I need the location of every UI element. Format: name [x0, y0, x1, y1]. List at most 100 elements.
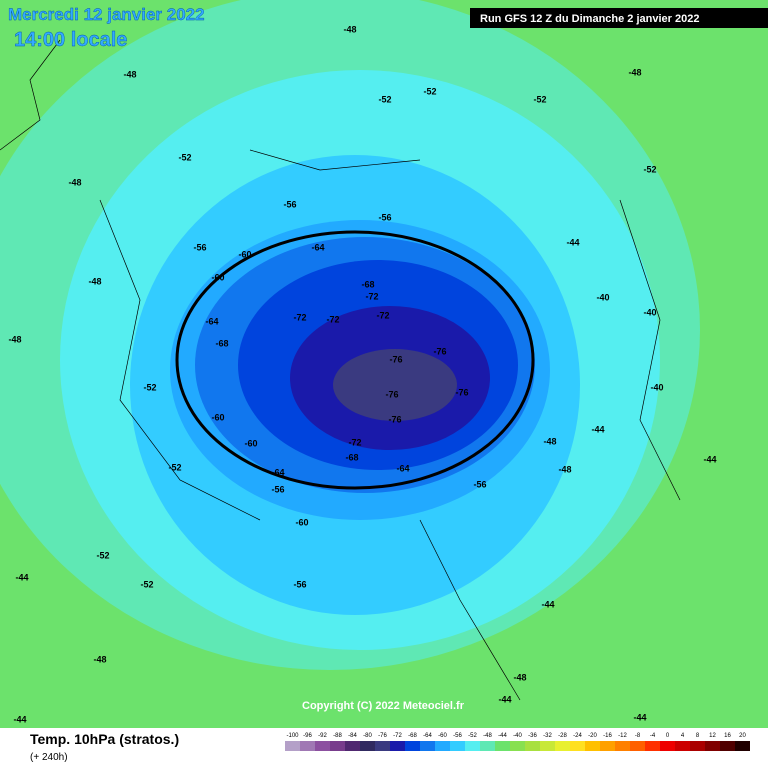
contour-label: -60	[295, 517, 308, 527]
scale-swatch	[600, 741, 615, 751]
contour-label: -44	[566, 237, 579, 247]
scale-label: -88	[333, 733, 342, 739]
band-76	[333, 349, 457, 421]
contour-label: -48	[543, 436, 556, 446]
color-scale: -100 -96 -92 -88 -84 -80 -76 -72 -68 -64 -60 -56 -52…	[285, 733, 750, 751]
contour-label: -64	[311, 242, 324, 252]
scale-swatch	[285, 741, 300, 751]
contour-label: -52	[96, 550, 109, 560]
scale-label: -20	[588, 733, 597, 739]
scale-swatch	[585, 741, 600, 751]
contour-label: -56	[378, 212, 391, 222]
contour-label: -48	[123, 69, 136, 79]
scale-swatch	[360, 741, 375, 751]
scale-label: -100	[286, 733, 299, 739]
scale-swatch	[375, 741, 390, 751]
contour-label: -76	[389, 354, 402, 364]
scale-swatch	[675, 741, 690, 751]
scale-label: 4	[681, 733, 685, 739]
scale-label: -48	[483, 733, 492, 739]
contour-label: -60	[211, 272, 224, 282]
scale-label: -96	[303, 733, 312, 739]
contour-label: -60	[244, 438, 257, 448]
scale-swatch	[315, 741, 330, 751]
contour-label: -72	[293, 312, 306, 322]
contour-label: -72	[348, 437, 361, 447]
scale-swatch	[705, 741, 720, 751]
contour-label: -48	[93, 654, 106, 664]
scale-label: -84	[348, 733, 357, 739]
contour-label: -40	[650, 382, 663, 392]
scale-swatch	[555, 741, 570, 751]
scale-swatch	[450, 741, 465, 751]
scale-swatch	[660, 741, 675, 751]
contour-label: -52	[643, 164, 656, 174]
contour-label: -44	[541, 599, 554, 609]
contour-label: -68	[215, 338, 228, 348]
scale-swatch	[405, 741, 420, 751]
contour-label: -40	[596, 292, 609, 302]
scale-swatch	[390, 741, 405, 751]
footer-lead: (+ 240h)	[30, 752, 68, 763]
contour-label: -52	[533, 94, 546, 104]
scale-swatch	[540, 741, 555, 751]
scale-label: -44	[498, 733, 507, 739]
contour-line	[175, 230, 535, 490]
contour-label: -56	[193, 242, 206, 252]
contour-label: -48	[343, 24, 356, 34]
scale-label: 0	[666, 733, 670, 739]
contour-label: -68	[361, 279, 374, 289]
scale-swatch	[645, 741, 660, 751]
contour-label: -44	[633, 712, 646, 722]
contour-label: -44	[13, 714, 26, 724]
scale-swatch	[480, 741, 495, 751]
scale-swatch	[435, 741, 450, 751]
scale-label: -40	[513, 733, 522, 739]
contour-label: -56	[473, 479, 486, 489]
scale-label: -56	[453, 733, 462, 739]
scale-label: -76	[378, 733, 387, 739]
contour-label: -76	[455, 387, 468, 397]
contour-label: -52	[178, 152, 191, 162]
contour-label: -76	[385, 389, 398, 399]
scale-swatch	[570, 741, 585, 751]
scale-label: -72	[393, 733, 402, 739]
contour-label: -60	[238, 249, 251, 259]
contour-label: -72	[376, 310, 389, 320]
scale-swatch	[345, 741, 360, 751]
map: Mercredi 12 janvier 2022 14:00 locale Ru…	[0, 0, 768, 728]
scale-swatch	[735, 741, 750, 751]
scale-swatch	[495, 741, 510, 751]
contour-label: -52	[143, 382, 156, 392]
scale-label: -24	[573, 733, 582, 739]
map-date: Mercredi 12 janvier 2022	[8, 5, 205, 24]
scale-label: 16	[724, 733, 731, 739]
scale-swatch	[300, 741, 315, 751]
footer-title: Temp. 10hPa (stratos.)	[30, 731, 179, 747]
contour-label: -48	[558, 464, 571, 474]
contour-label: -56	[283, 199, 296, 209]
contour-label: -44	[498, 694, 511, 704]
contour-label: -64	[271, 467, 284, 477]
contour-label: -40	[643, 307, 656, 317]
run-box	[470, 8, 768, 28]
scale-swatch	[465, 741, 480, 751]
contour-label: -64	[396, 463, 409, 473]
scale-label: 20	[739, 733, 746, 739]
scale-label: -68	[408, 733, 417, 739]
contour-label: -44	[703, 454, 716, 464]
contour-label: -64	[205, 316, 218, 326]
scale-swatch	[720, 741, 735, 751]
contour-label: -60	[211, 412, 224, 422]
contour-label: -48	[513, 672, 526, 682]
scale-label: -12	[618, 733, 627, 739]
run-info: Run GFS 12 Z du Dimanche 2 janvier 2022	[480, 13, 699, 25]
scale-label: -64	[423, 733, 432, 739]
contour-label: -48	[628, 67, 641, 77]
scale-label: -92	[318, 733, 327, 739]
contour-label: -52	[140, 579, 153, 589]
scale-label: -8	[635, 733, 641, 739]
contour-labels: -48 -48 -52 -52 -52 -52 -48 -48 -52 -48 -48 -52 -52 -…	[8, 24, 716, 724]
contour-label: -68	[345, 452, 358, 462]
coastline	[0, 39, 681, 701]
